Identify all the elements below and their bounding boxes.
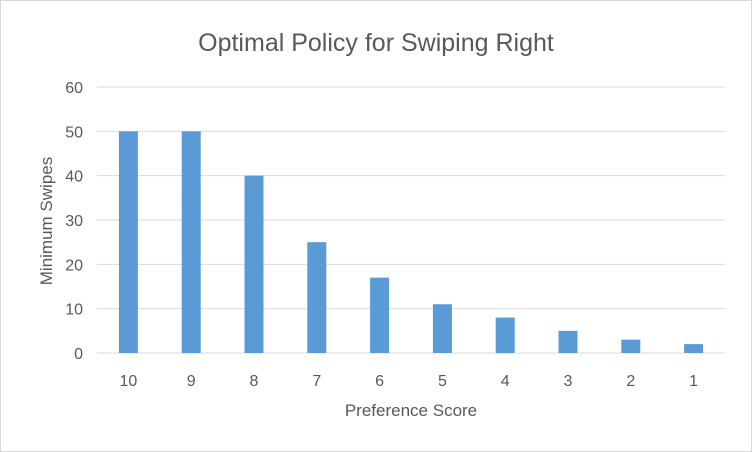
y-tick-label: 60 — [65, 80, 83, 97]
y-tick-label: 30 — [65, 213, 83, 230]
bar-5 — [432, 304, 452, 353]
bars — [118, 131, 704, 353]
y-tick-label: 0 — [74, 346, 83, 363]
bar-2 — [621, 339, 641, 353]
bar-4 — [495, 317, 515, 353]
y-tick-label: 20 — [65, 257, 83, 274]
x-tick-label: 7 — [312, 373, 321, 390]
x-tick-label: 4 — [501, 373, 510, 390]
bar-6 — [370, 277, 390, 353]
bar-1 — [684, 344, 704, 353]
y-tick-label: 10 — [65, 302, 83, 319]
bar-10 — [118, 131, 138, 353]
bar-3 — [558, 330, 578, 353]
chart-title: Optimal Policy for Swiping Right — [198, 29, 554, 57]
x-tick-label: 1 — [689, 373, 698, 390]
x-tick-label: 2 — [626, 373, 635, 390]
x-axis-ticks: 10 9 8 7 6 5 4 3 2 1 — [120, 373, 699, 390]
x-tick-label: 5 — [438, 373, 447, 390]
y-axis-ticks: 0 10 20 30 40 50 60 — [65, 80, 83, 363]
bar-7 — [307, 242, 327, 353]
gridlines — [97, 86, 725, 354]
bar-8 — [244, 175, 264, 353]
x-tick-label: 10 — [120, 373, 138, 390]
x-tick-label: 8 — [250, 373, 259, 390]
x-tick-label: 9 — [187, 373, 196, 390]
y-tick-label: 50 — [65, 124, 83, 141]
y-tick-label: 40 — [65, 169, 83, 186]
x-tick-label: 6 — [375, 373, 384, 390]
bar-9 — [181, 131, 201, 353]
y-axis-label: Minimum Swipes — [37, 157, 56, 285]
x-axis-label: Preference Score — [345, 401, 477, 420]
x-tick-label: 3 — [564, 373, 573, 390]
